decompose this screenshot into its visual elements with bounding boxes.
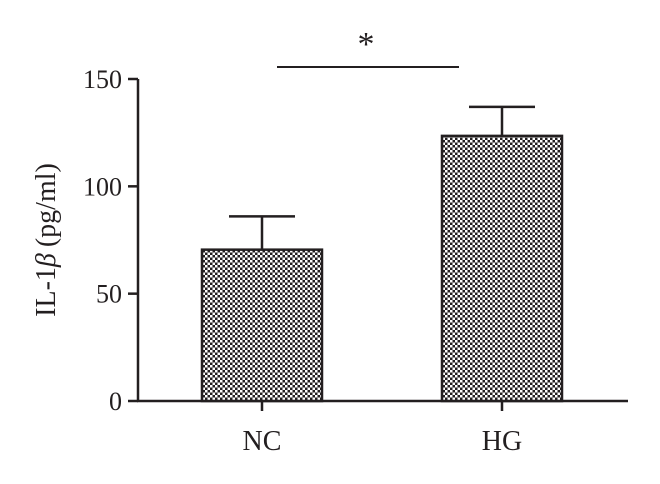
y-tick-label: 100 [83,172,122,201]
x-axis: NC HG [137,399,628,457]
significance-annotation: * [277,26,459,68]
y-axis-title-unit: (pg/ml) [31,163,62,247]
y-axis: 0 50 100 150 [83,65,140,416]
y-ticks: 0 50 100 150 [83,65,138,416]
bar-hg [440,134,564,403]
x-ticks: NC HG [243,401,522,457]
y-axis-title: IL-1β (pg/ml) [31,163,62,317]
bars [200,134,564,403]
y-axis-title-symbol: β [31,253,62,268]
bar-nc [200,248,324,403]
x-tick-label-nc: NC [243,426,282,457]
y-axis-title-prefix: IL-1 [31,267,62,317]
y-tick-label: 50 [96,280,122,309]
error-bars [229,105,535,250]
y-tick-label: 0 [109,387,122,416]
significance-label: * [358,26,375,63]
x-tick-label-hg: HG [482,426,522,457]
y-tick-label: 150 [83,65,122,94]
